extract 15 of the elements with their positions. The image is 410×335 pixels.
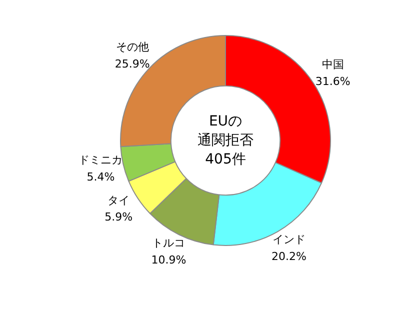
text: 405件	[205, 151, 246, 168]
data-label: 31.6%	[315, 74, 350, 88]
slice-label: タイ	[108, 194, 130, 207]
data-label: 10.9%	[151, 254, 186, 267]
slice-label: ドミニカ	[78, 154, 123, 167]
data-label: 5.9%	[104, 210, 133, 224]
slice-label: トルコ	[152, 236, 186, 250]
text: 通関拒否	[198, 132, 254, 148]
data-label: 5.4%	[86, 170, 115, 184]
slice-label: インド	[272, 233, 306, 246]
data-label: 25.9%	[114, 57, 150, 70]
text: EUの	[208, 114, 242, 130]
slice-label: 中国	[322, 58, 344, 71]
slice-label: その他	[116, 40, 149, 54]
data-label: 20.2%	[272, 250, 307, 264]
